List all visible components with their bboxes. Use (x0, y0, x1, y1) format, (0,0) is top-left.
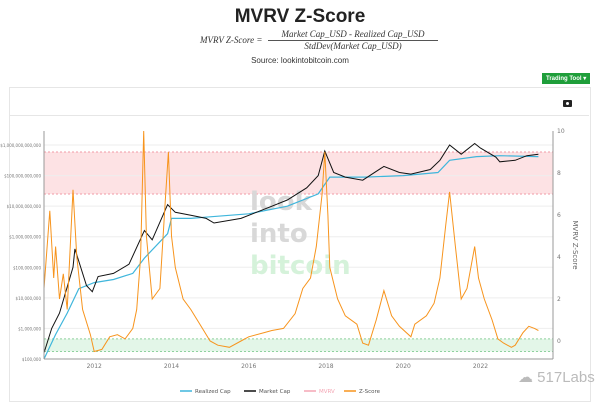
left-tick-label: $100,000 (22, 357, 42, 362)
left-tick-label: $1,000,000,000 (9, 235, 41, 240)
right-tick-label: 8 (557, 170, 561, 177)
source-text: Source: lookintobitcoin.com (251, 56, 349, 65)
left-tick-label: $100,000,000,000 (4, 174, 41, 179)
band-green (44, 338, 553, 352)
formula-numerator: Market Cap_USD - Realized Cap_USD (268, 29, 438, 41)
trading-tool-button[interactable]: Trading Tool ▾ (542, 73, 591, 84)
left-tick-label: $100,000,000 (13, 265, 41, 270)
right-tick-label: 2 (557, 296, 561, 303)
left-tick-label: $10,000,000,000 (7, 204, 42, 209)
legend-item[interactable]: MVRV (319, 389, 335, 395)
series-z-score (43, 130, 539, 353)
page-title: MVRV Z-Score (234, 6, 366, 27)
band-red (44, 152, 553, 194)
series-market-cap (43, 142, 539, 354)
x-tick-label: 2012 (87, 363, 102, 370)
right-tick-label: 6 (557, 212, 561, 219)
watermark: ☁ 517Labs (518, 369, 595, 386)
x-tick-label: 2014 (164, 363, 179, 370)
chart-panel (9, 87, 591, 402)
x-tick-label: 2020 (396, 363, 411, 370)
left-tick-label: $10,000,000 (16, 296, 42, 301)
logo-bitcoin: bitcoin (250, 251, 351, 281)
formula-lhs: MVRV Z-Score = (200, 35, 263, 45)
x-tick-label: 2016 (241, 363, 256, 370)
logo-into: into (250, 219, 308, 249)
x-tick-label: 2022 (473, 363, 488, 370)
right-tick-label: 10 (557, 128, 565, 135)
legend-item[interactable]: Market Cap (259, 389, 291, 395)
series-realized-cap (43, 155, 539, 360)
right-tick-label: 4 (557, 254, 561, 261)
watermark-text: 517Labs (537, 369, 595, 386)
right-axis-title: MVRV Z-Score (571, 220, 579, 269)
chart-toolbar (9, 87, 589, 116)
left-tick-label: $1,000,000,000,000 (0, 143, 41, 148)
camera-icon[interactable] (563, 100, 572, 107)
legend-item[interactable]: Realized Cap (195, 389, 231, 395)
legend-item[interactable]: Z-Score (359, 389, 381, 395)
x-tick-label: 2018 (318, 363, 333, 370)
formula-denominator: StdDev(Market Cap_USD) (304, 41, 402, 51)
right-tick-label: 0 (557, 338, 561, 345)
legend: Realized Cap Market Cap MVRV Z-Score (180, 389, 381, 395)
formula: MVRV Z-Score = Market Cap_USD - Realized… (0, 29, 600, 53)
left-tick-label: $1,000,000 (18, 326, 41, 331)
